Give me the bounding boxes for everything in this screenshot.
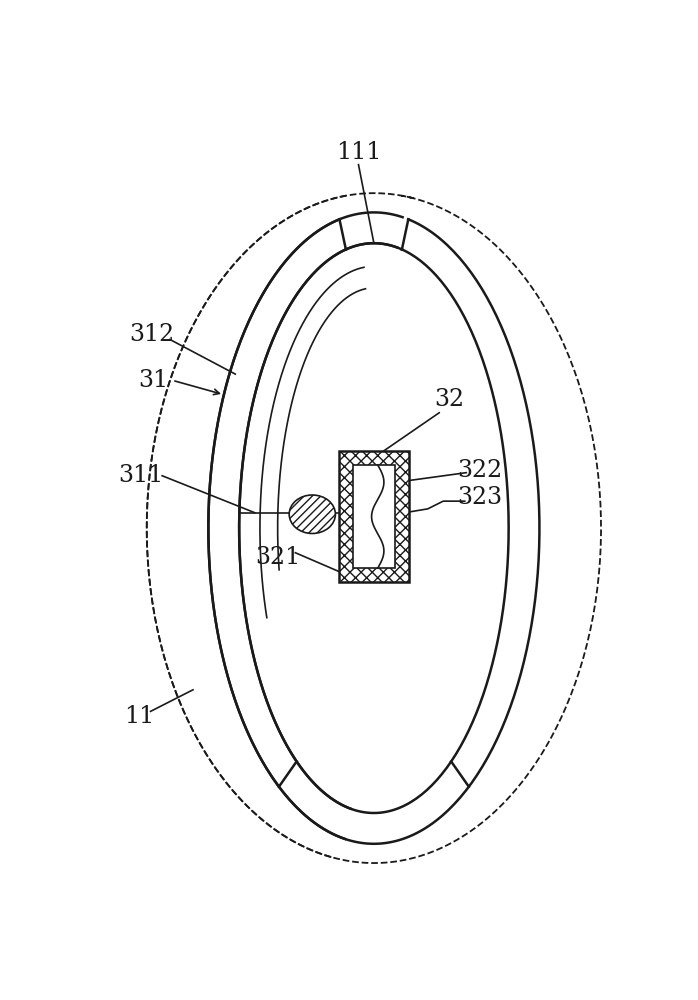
- Text: 312: 312: [130, 323, 174, 346]
- Text: 11: 11: [124, 705, 154, 728]
- Text: 32: 32: [434, 388, 464, 411]
- Text: 31: 31: [138, 369, 168, 392]
- Text: 321: 321: [255, 546, 300, 569]
- Bar: [339, 451, 408, 582]
- Ellipse shape: [289, 495, 336, 533]
- Text: 322: 322: [457, 459, 503, 482]
- Bar: [353, 465, 394, 568]
- Text: 311: 311: [119, 464, 164, 487]
- Text: 323: 323: [458, 486, 503, 509]
- Text: 111: 111: [336, 141, 381, 164]
